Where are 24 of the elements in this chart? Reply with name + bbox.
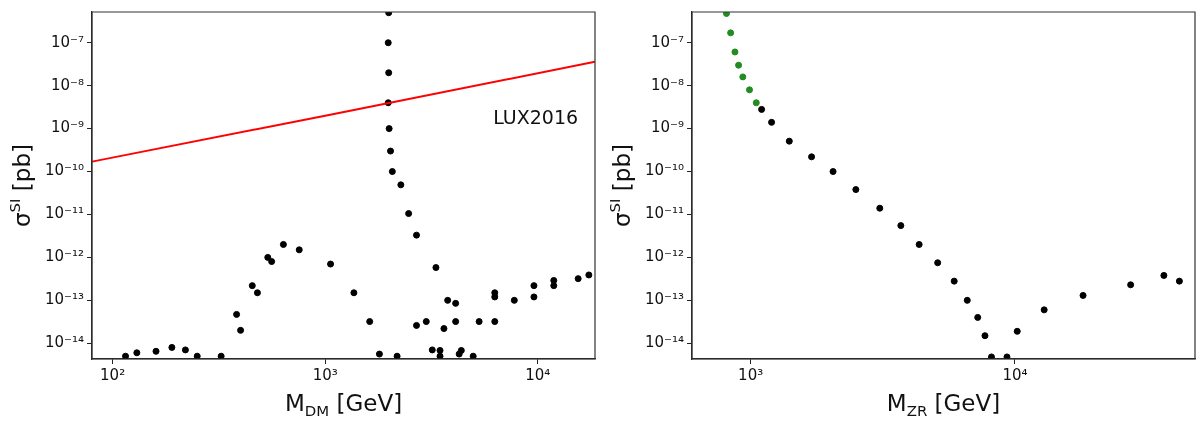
y-tick-label: 10⁻¹² [45, 247, 85, 266]
x-tick-label: 10³ [738, 365, 764, 384]
y-tick-label: 10⁻¹⁴ [45, 333, 85, 352]
y-axis-title: σSI [pb] [5, 144, 35, 227]
y-tick-label: 10⁻⁹ [651, 118, 685, 137]
y-tick-label: 10⁻⁸ [651, 75, 685, 94]
x-tick-label: 10² [100, 365, 126, 384]
y-tick-label: 10⁻¹⁴ [645, 333, 685, 352]
y-tick-label: 10⁻¹⁰ [645, 161, 685, 180]
y-tick-label: 10⁻¹³ [45, 290, 85, 309]
y-tick-label: 10⁻⁷ [651, 32, 685, 51]
series-label: LUX2016 [493, 105, 579, 128]
y-tick-label: 10⁻⁷ [51, 32, 85, 51]
y-tick-label: 10⁻¹² [645, 247, 685, 266]
y-tick-label: 10⁻¹⁰ [45, 161, 85, 180]
x-tick-label: 10³ [312, 365, 338, 384]
x-tick-label: 10⁴ [1002, 365, 1028, 384]
y-tick-label: 10⁻¹¹ [45, 204, 85, 223]
y-tick-label: 10⁻¹³ [645, 290, 685, 309]
y-tick-label: 10⁻⁹ [51, 118, 85, 137]
y-tick-label: 10⁻⁸ [51, 75, 85, 94]
y-axis-title: σSI [pb] [605, 144, 635, 227]
y-tick-label: 10⁻¹¹ [645, 204, 685, 223]
x-tick-label: 10⁴ [525, 365, 551, 384]
